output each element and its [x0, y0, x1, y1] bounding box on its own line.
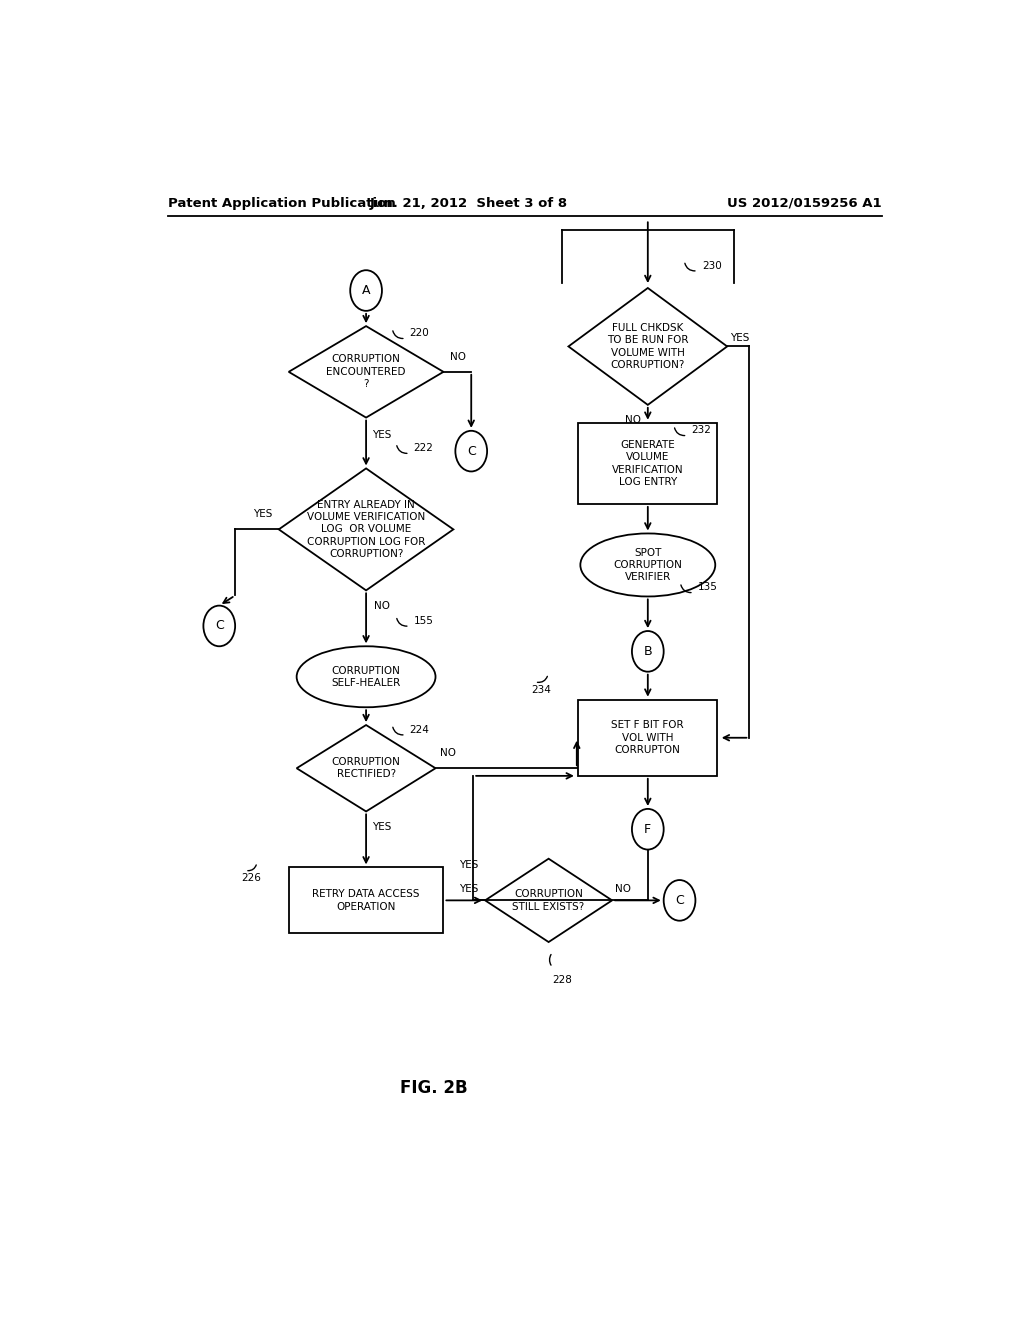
- Text: B: B: [643, 645, 652, 657]
- Text: F: F: [644, 822, 651, 836]
- Text: Patent Application Publication: Patent Application Publication: [168, 197, 395, 210]
- Text: 155: 155: [414, 616, 433, 626]
- Bar: [579, 700, 717, 776]
- Bar: [579, 422, 717, 504]
- Text: 226: 226: [241, 873, 261, 883]
- Text: YES: YES: [459, 859, 478, 870]
- Text: C: C: [675, 894, 684, 907]
- Text: CORRUPTION
SELF-HEALER: CORRUPTION SELF-HEALER: [332, 665, 400, 688]
- Text: CORRUPTION
RECTIFIED?: CORRUPTION RECTIFIED?: [332, 758, 400, 779]
- Text: NO: NO: [626, 414, 641, 425]
- Text: US 2012/0159256 A1: US 2012/0159256 A1: [727, 197, 882, 210]
- Text: YES: YES: [460, 884, 479, 894]
- Text: A: A: [361, 284, 371, 297]
- Text: YES: YES: [253, 510, 272, 519]
- Text: 224: 224: [410, 725, 430, 735]
- Text: ENTRY ALREADY IN
VOLUME VERIFICATION
LOG  OR VOLUME
CORRUPTION LOG FOR
CORRUPTIO: ENTRY ALREADY IN VOLUME VERIFICATION LOG…: [307, 499, 425, 560]
- Text: FIG. 2B: FIG. 2B: [399, 1080, 467, 1097]
- Text: YES: YES: [373, 821, 392, 832]
- Text: NO: NO: [440, 748, 457, 758]
- Text: YES: YES: [373, 430, 392, 440]
- Text: NO: NO: [450, 351, 466, 362]
- Text: CORRUPTION
STILL EXISTS?: CORRUPTION STILL EXISTS?: [512, 890, 585, 912]
- Text: NO: NO: [374, 601, 390, 611]
- Text: 222: 222: [414, 444, 433, 453]
- Text: C: C: [215, 619, 223, 632]
- Text: SET F BIT FOR
VOL WITH
CORRUPTON: SET F BIT FOR VOL WITH CORRUPTON: [611, 721, 684, 755]
- Text: RETRY DATA ACCESS
OPERATION: RETRY DATA ACCESS OPERATION: [312, 890, 420, 912]
- Text: 135: 135: [697, 582, 718, 593]
- Text: 232: 232: [691, 425, 712, 436]
- Text: 228: 228: [553, 974, 572, 985]
- Text: NO: NO: [615, 884, 631, 894]
- Text: 220: 220: [410, 329, 429, 338]
- Text: YES: YES: [730, 334, 750, 343]
- Text: CORRUPTION
ENCOUNTERED
?: CORRUPTION ENCOUNTERED ?: [327, 355, 406, 389]
- Text: Jun. 21, 2012  Sheet 3 of 8: Jun. 21, 2012 Sheet 3 of 8: [371, 197, 568, 210]
- Bar: [289, 867, 443, 933]
- Text: 230: 230: [701, 260, 722, 271]
- Text: SPOT
CORRUPTION
VERIFIER: SPOT CORRUPTION VERIFIER: [613, 548, 682, 582]
- Text: GENERATE
VOLUME
VERIFICATION
LOG ENTRY: GENERATE VOLUME VERIFICATION LOG ENTRY: [612, 440, 684, 487]
- Text: FULL CHKDSK
TO BE RUN FOR
VOLUME WITH
CORRUPTION?: FULL CHKDSK TO BE RUN FOR VOLUME WITH CO…: [607, 323, 688, 370]
- Text: 234: 234: [530, 685, 551, 694]
- Text: C: C: [467, 445, 475, 458]
